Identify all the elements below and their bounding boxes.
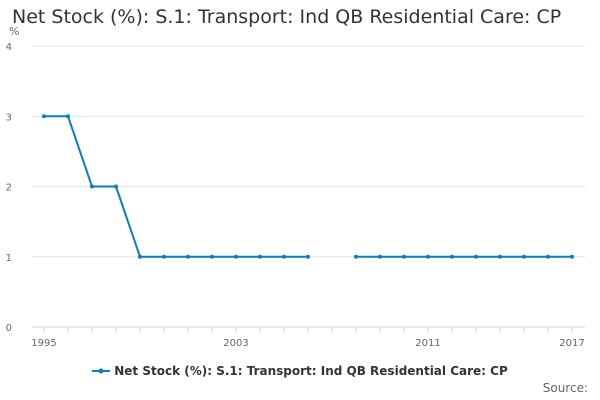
source-label: Source: [542, 381, 588, 395]
data-point [402, 254, 406, 259]
data-point [498, 254, 502, 259]
data-point [186, 254, 190, 259]
y-axis-tick-labels: 0 1 2 3 4 [6, 42, 12, 334]
x-axis-tick-labels: 1995 2003 2011 2017 [31, 338, 584, 349]
x-tick-label: 2017 [559, 338, 584, 349]
data-point [210, 254, 214, 259]
legend[interactable]: Net Stock (%): S.1: Transport: Ind QB Re… [0, 364, 600, 380]
data-point [66, 114, 70, 119]
x-axis [32, 326, 585, 333]
data-point [570, 254, 574, 259]
series-line [43, 115, 309, 258]
chart-title: Net Stock (%): S.1: Transport: Ind QB Re… [12, 6, 562, 28]
y-tick-label: 0 [6, 323, 12, 334]
data-point [114, 184, 118, 189]
data-point [354, 254, 358, 259]
data-point [546, 254, 550, 259]
y-tick-label: 4 [6, 42, 12, 53]
y-tick-label: 1 [6, 253, 12, 264]
data-point [282, 254, 286, 259]
data-point [42, 114, 46, 119]
data-point [234, 254, 238, 259]
series-layer [42, 114, 574, 259]
data-point [378, 254, 382, 259]
grid-lines [32, 45, 585, 258]
data-point [162, 254, 166, 259]
legend-item[interactable]: Net Stock (%): S.1: Transport: Ind QB Re… [92, 364, 508, 378]
data-point [522, 254, 526, 259]
x-tick-label: 2011 [415, 338, 440, 349]
x-tick-label: 1995 [31, 338, 56, 349]
data-point [306, 254, 310, 259]
data-point [450, 254, 454, 259]
y-tick-label: 2 [6, 183, 12, 194]
data-point [138, 254, 142, 259]
data-point [90, 184, 94, 189]
y-tick-label: 3 [6, 112, 12, 123]
data-point [474, 254, 478, 259]
y-axis-unit-label: % [9, 25, 20, 38]
legend-label: Net Stock (%): S.1: Transport: Ind QB Re… [114, 364, 508, 378]
x-tick-label: 2003 [223, 338, 248, 349]
data-point [426, 254, 430, 259]
data-point [258, 254, 262, 259]
legend-line-marker-icon [92, 368, 111, 374]
